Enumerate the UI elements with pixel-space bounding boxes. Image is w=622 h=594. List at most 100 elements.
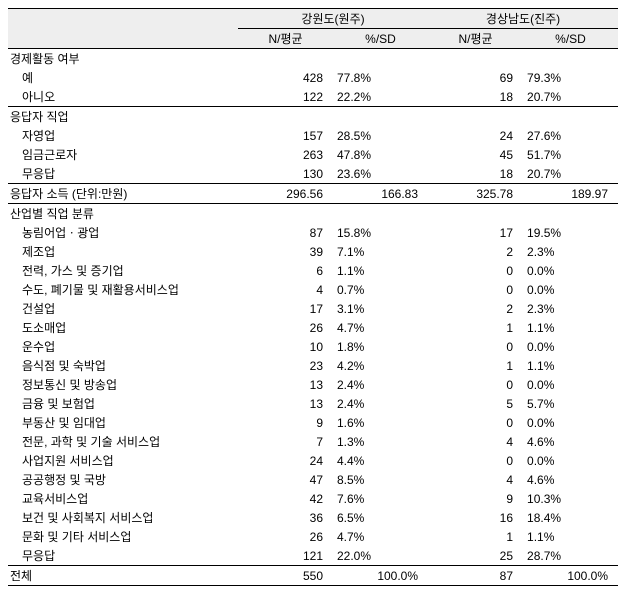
table-body: 경제활동 여부예42877.8%6979.3%아니오12222.2%1820.7… xyxy=(8,49,618,586)
p1: 2.4% xyxy=(333,394,428,413)
n2: 69 xyxy=(428,68,523,87)
n1: 23 xyxy=(238,356,333,375)
n1: 121 xyxy=(238,546,333,566)
p1: 28.5% xyxy=(333,126,428,145)
n1: 17 xyxy=(238,299,333,318)
n1: 26 xyxy=(238,318,333,337)
n1: 7 xyxy=(238,432,333,451)
p1: 4.4% xyxy=(333,451,428,470)
n1: 39 xyxy=(238,242,333,261)
n1: 24 xyxy=(238,451,333,470)
p1: 7.1% xyxy=(333,242,428,261)
n2: 5 xyxy=(428,394,523,413)
p2: 19.5% xyxy=(523,223,618,242)
income-n1: 296.56 xyxy=(238,184,333,204)
n2: 0 xyxy=(428,413,523,432)
p1: 4.2% xyxy=(333,356,428,375)
row-label: 무응답 xyxy=(8,546,238,566)
p2: 1.1% xyxy=(523,527,618,546)
p1: 6.5% xyxy=(333,508,428,527)
col-p-2: %/SD xyxy=(523,29,618,49)
n2: 18 xyxy=(428,87,523,107)
p1: 22.0% xyxy=(333,546,428,566)
p2: 0.0% xyxy=(523,280,618,299)
row-label: 전문, 과학 및 기술 서비스업 xyxy=(8,432,238,451)
row-label: 금융 및 보험업 xyxy=(8,394,238,413)
p2: 4.6% xyxy=(523,470,618,489)
n2: 0 xyxy=(428,337,523,356)
p2: 0.0% xyxy=(523,337,618,356)
p2: 27.6% xyxy=(523,126,618,145)
n1: 47 xyxy=(238,470,333,489)
n2: 0 xyxy=(428,375,523,394)
n1: 87 xyxy=(238,223,333,242)
p1: 15.8% xyxy=(333,223,428,242)
p2: 79.3% xyxy=(523,68,618,87)
total-p2: 100.0% xyxy=(523,566,618,586)
data-table: 강원도(원주) 경상남도(진주) N/평균 %/SD N/평균 %/SD 경제활… xyxy=(8,8,618,586)
n2: 16 xyxy=(428,508,523,527)
p1: 4.7% xyxy=(333,318,428,337)
row-label: 건설업 xyxy=(8,299,238,318)
n2: 24 xyxy=(428,126,523,145)
p1: 3.1% xyxy=(333,299,428,318)
row-label: 자영업 xyxy=(8,126,238,145)
n1: 9 xyxy=(238,413,333,432)
income-p2: 189.97 xyxy=(523,184,618,204)
n2: 45 xyxy=(428,145,523,164)
n1: 157 xyxy=(238,126,333,145)
p2: 0.0% xyxy=(523,261,618,280)
income-n2: 325.78 xyxy=(428,184,523,204)
p2: 2.3% xyxy=(523,242,618,261)
p1: 1.3% xyxy=(333,432,428,451)
p2: 10.3% xyxy=(523,489,618,508)
row-label: 예 xyxy=(8,68,238,87)
row-label: 제조업 xyxy=(8,242,238,261)
n2: 17 xyxy=(428,223,523,242)
p1: 47.8% xyxy=(333,145,428,164)
row-label: 부동산 및 임대업 xyxy=(8,413,238,432)
p1: 1.6% xyxy=(333,413,428,432)
col-n-2: N/평균 xyxy=(428,29,523,49)
p1: 23.6% xyxy=(333,164,428,184)
n1: 130 xyxy=(238,164,333,184)
n2: 9 xyxy=(428,489,523,508)
p1: 77.8% xyxy=(333,68,428,87)
p1: 8.5% xyxy=(333,470,428,489)
income-p1: 166.83 xyxy=(333,184,428,204)
p1: 1.8% xyxy=(333,337,428,356)
p2: 51.7% xyxy=(523,145,618,164)
n2: 18 xyxy=(428,164,523,184)
section-title: 응답자 직업 xyxy=(8,107,238,127)
row-label: 교육서비스업 xyxy=(8,489,238,508)
n1: 6 xyxy=(238,261,333,280)
p2: 0.0% xyxy=(523,375,618,394)
row-label: 농림어업ㆍ광업 xyxy=(8,223,238,242)
p2: 0.0% xyxy=(523,451,618,470)
col-p-1: %/SD xyxy=(333,29,428,49)
n2: 25 xyxy=(428,546,523,566)
n1: 36 xyxy=(238,508,333,527)
income-label: 응답자 소득 (단위:만원) xyxy=(8,184,238,204)
n2: 4 xyxy=(428,432,523,451)
n2: 2 xyxy=(428,242,523,261)
n1: 4 xyxy=(238,280,333,299)
p1: 1.1% xyxy=(333,261,428,280)
row-label: 전력, 가스 및 증기업 xyxy=(8,261,238,280)
total-p1: 100.0% xyxy=(333,566,428,586)
row-label: 음식점 및 숙박업 xyxy=(8,356,238,375)
p2: 1.1% xyxy=(523,318,618,337)
p1: 0.7% xyxy=(333,280,428,299)
total-n1: 550 xyxy=(238,566,333,586)
p2: 0.0% xyxy=(523,413,618,432)
p2: 2.3% xyxy=(523,299,618,318)
n2: 0 xyxy=(428,451,523,470)
p2: 1.1% xyxy=(523,356,618,375)
row-label: 사업지원 서비스업 xyxy=(8,451,238,470)
row-label: 보건 및 사회복지 서비스업 xyxy=(8,508,238,527)
p2: 20.7% xyxy=(523,164,618,184)
row-label: 문화 및 기타 서비스업 xyxy=(8,527,238,546)
n1: 13 xyxy=(238,375,333,394)
n1: 122 xyxy=(238,87,333,107)
row-label: 운수업 xyxy=(8,337,238,356)
